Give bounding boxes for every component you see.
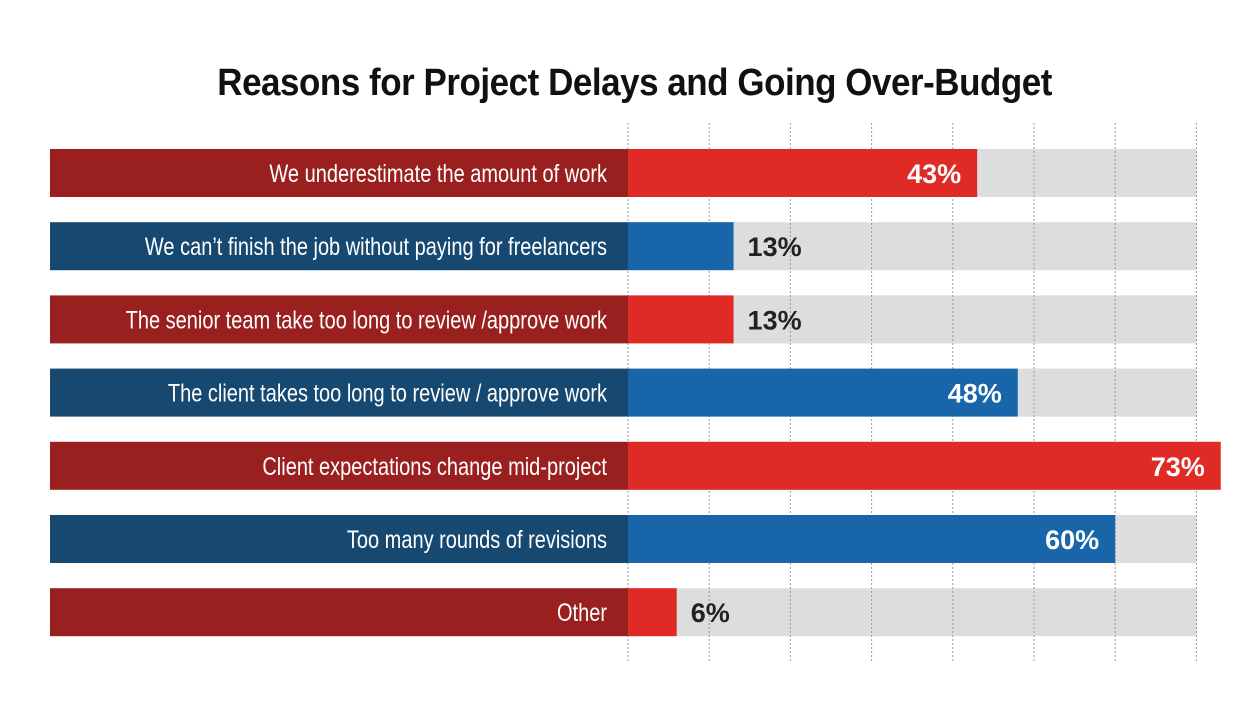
category-label: Other bbox=[557, 599, 607, 627]
chart-title-text: Reasons for Project Delays and Going Ove… bbox=[217, 62, 1053, 104]
value-label: 43% bbox=[907, 159, 961, 189]
category-label: The client takes too long to review / ap… bbox=[168, 380, 608, 408]
category-label: The senior team take too long to review … bbox=[126, 306, 608, 334]
category-label-box bbox=[50, 222, 628, 271]
bar bbox=[628, 441, 1221, 490]
category-label: We underestimate the amount of work bbox=[269, 160, 607, 188]
bars: We underestimate the amount of work 43% We… bbox=[50, 149, 1221, 637]
bar bbox=[628, 368, 1018, 417]
category-label-box bbox=[50, 149, 628, 197]
category-label: Too many rounds of revisions bbox=[347, 526, 607, 554]
category-label-box bbox=[50, 515, 628, 563]
category-label: Client expectations change mid-project bbox=[262, 453, 607, 481]
value-label: 60% bbox=[1045, 525, 1099, 555]
bar bbox=[628, 222, 734, 271]
value-label: 13% bbox=[748, 305, 802, 335]
category-label-box bbox=[50, 295, 628, 344]
bar bbox=[628, 295, 734, 344]
category-label-box bbox=[50, 588, 628, 637]
category-label-box bbox=[50, 368, 628, 417]
value-label: 6% bbox=[691, 598, 730, 628]
bar bbox=[628, 515, 1116, 563]
bar-track bbox=[628, 588, 1197, 637]
value-label: 13% bbox=[748, 232, 802, 262]
chart-title: Reasons for Project Delays and Going Ove… bbox=[0, 62, 1253, 105]
category-label-box bbox=[50, 441, 628, 490]
value-label: 73% bbox=[1151, 452, 1205, 482]
category-label: We can’t finish the job without paying f… bbox=[145, 233, 607, 261]
bar bbox=[628, 149, 978, 197]
value-label: 48% bbox=[948, 379, 1002, 409]
bar bbox=[628, 588, 677, 637]
